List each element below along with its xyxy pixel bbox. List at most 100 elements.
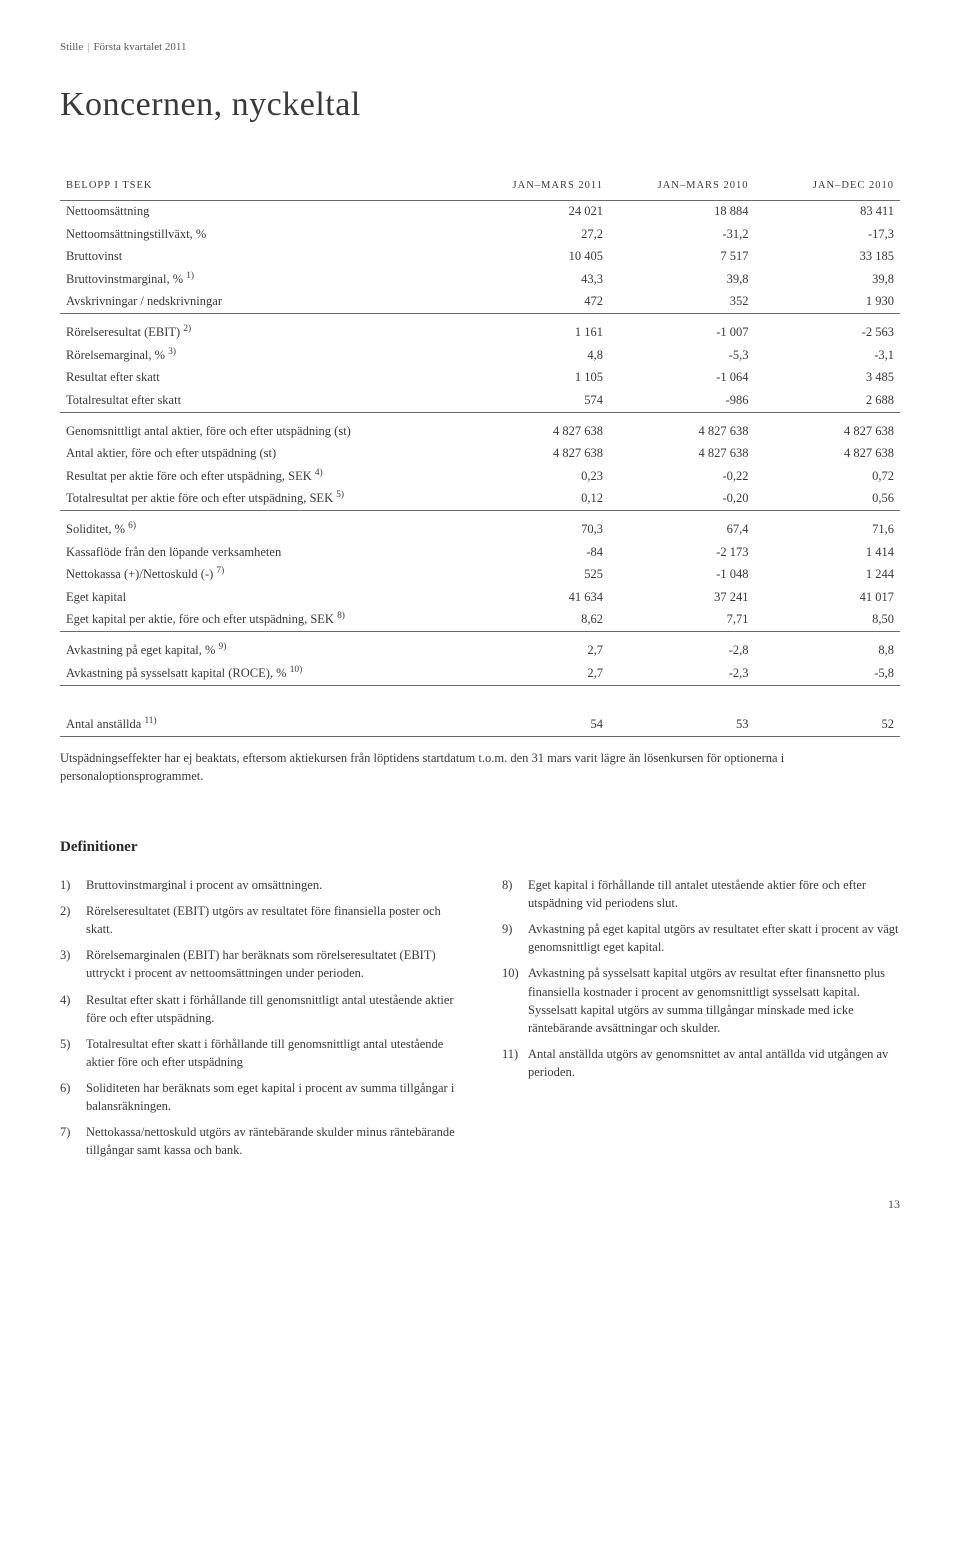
definition-number: 5) [60,1035,86,1071]
row-value: 43,3 [464,268,609,291]
row-value: 18 884 [609,200,754,223]
row-value: -986 [609,389,754,412]
definition-text: Avkastning på eget kapital utgörs av res… [528,920,900,956]
row-value: 8,50 [755,609,901,632]
row-label: Totalresultat efter skatt [60,389,464,412]
spacer-row [60,685,900,699]
row-value: 54 [464,713,609,736]
definitions-title: Definitioner [60,837,900,858]
table-header-row: BELOPP I TSEK JAN–MARS 2011 JAN–MARS 201… [60,175,900,200]
row-label: Nettoomsättning [60,200,464,223]
key-figures-table: BELOPP I TSEK JAN–MARS 2011 JAN–MARS 201… [60,175,900,737]
row-label: Avkastning på sysselsatt kapital (ROCE),… [60,662,464,685]
row-label: Genomsnittligt antal aktier, före och ef… [60,420,464,443]
header-brand: Stille [60,41,83,53]
table-row: Eget kapital41 63437 24141 017 [60,586,900,609]
row-value: 37 241 [609,586,754,609]
row-value: 0,56 [755,488,901,511]
definition-number: 3) [60,946,86,982]
definition-number: 1) [60,876,86,894]
col-header: BELOPP I TSEK [60,175,464,200]
row-value: -1 007 [609,322,754,345]
definition-text: Totalresultat efter skatt i förhållande … [86,1035,458,1071]
row-value: 4 827 638 [755,443,901,466]
definition-item: 10)Avkastning på sysselsatt kapital utgö… [502,964,900,1037]
table-row: Rörelseresultat (EBIT) 2)1 161-1 007-2 5… [60,322,900,345]
superscript-ref: 8) [337,611,345,621]
row-value: -2 173 [609,541,754,564]
row-value: 4 827 638 [755,420,901,443]
definition-item: 8)Eget kapital i förhållande till antale… [502,876,900,912]
spacer-row [60,632,900,640]
row-value: 8,62 [464,609,609,632]
row-value: 0,12 [464,488,609,511]
definition-number: 7) [60,1123,86,1159]
row-label: Eget kapital per aktie, före och efter u… [60,609,464,632]
spacer-row [60,314,900,322]
row-value: 83 411 [755,200,901,223]
row-value: 7,71 [609,609,754,632]
row-value: 2,7 [464,640,609,663]
definition-item: 5)Totalresultat efter skatt i förhålland… [60,1035,458,1071]
spacer-row [60,412,900,420]
row-label: Eget kapital [60,586,464,609]
row-value: 39,8 [609,268,754,291]
definition-number: 6) [60,1079,86,1115]
row-value: -2,3 [609,662,754,685]
row-value: 574 [464,389,609,412]
row-label: Nettoomsättningstillväxt, % [60,223,464,246]
superscript-ref: 10) [290,665,302,675]
definition-text: Nettokassa/nettoskuld utgörs av räntebär… [86,1123,458,1159]
row-value: 10 405 [464,246,609,269]
row-label: Nettokassa (+)/Nettoskuld (-) 7) [60,564,464,587]
definition-item: 3)Rörelsemarginalen (EBIT) har beräknats… [60,946,458,982]
table-row: Bruttovinstmarginal, % 1)43,339,839,8 [60,268,900,291]
definition-number: 4) [60,991,86,1027]
row-value: 53 [609,713,754,736]
row-label: Resultat efter skatt [60,367,464,390]
row-value: -1 064 [609,367,754,390]
row-value: 33 185 [755,246,901,269]
table-row: Nettokassa (+)/Nettoskuld (-) 7)525-1 04… [60,564,900,587]
definition-item: 7)Nettokassa/nettoskuld utgörs av ränteb… [60,1123,458,1159]
definition-number: 11) [502,1045,528,1081]
row-value: 4 827 638 [609,420,754,443]
definition-item: 11)Antal anställda utgörs av genomsnitte… [502,1045,900,1081]
row-value: -0,22 [609,465,754,488]
row-value: -1 048 [609,564,754,587]
definition-item: 4)Resultat efter skatt i förhållande til… [60,991,458,1027]
row-value: 41 017 [755,586,901,609]
definition-text: Resultat efter skatt i förhållande till … [86,991,458,1027]
row-value: 1 161 [464,322,609,345]
superscript-ref: 4) [315,468,323,478]
definition-text: Soliditeten har beräknats som eget kapit… [86,1079,458,1115]
row-value: -0,20 [609,488,754,511]
row-value: -31,2 [609,223,754,246]
row-value: -17,3 [755,223,901,246]
superscript-ref: 2) [183,324,191,334]
row-label: Rörelseresultat (EBIT) 2) [60,322,464,345]
table-row: Antal anställda 11)545352 [60,713,900,736]
page-header: Stille|Första kvartalet 2011 [60,40,900,55]
page-number: 13 [60,1196,900,1213]
row-value: 525 [464,564,609,587]
row-value: 27,2 [464,223,609,246]
col-header: JAN–MARS 2011 [464,175,609,200]
row-value: 52 [755,713,901,736]
row-value: 352 [609,291,754,314]
row-value: 67,4 [609,519,754,542]
spacer-row [60,511,900,519]
superscript-ref: 1) [186,271,194,281]
superscript-ref: 6) [128,521,136,531]
definition-number: 2) [60,902,86,938]
definition-item: 1)Bruttovinstmarginal i procent av omsät… [60,876,458,894]
definition-item: 6)Soliditeten har beräknats som eget kap… [60,1079,458,1115]
definition-text: Eget kapital i förhållande till antalet … [528,876,900,912]
definitions-columns: 1)Bruttovinstmarginal i procent av omsät… [60,876,900,1168]
row-value: 1 930 [755,291,901,314]
definition-text: Rörelseresultatet (EBIT) utgörs av resul… [86,902,458,938]
superscript-ref: 11) [144,716,156,726]
header-suffix: Första kvartalet 2011 [93,41,186,53]
definition-number: 8) [502,876,528,912]
definition-item: 9)Avkastning på eget kapital utgörs av r… [502,920,900,956]
